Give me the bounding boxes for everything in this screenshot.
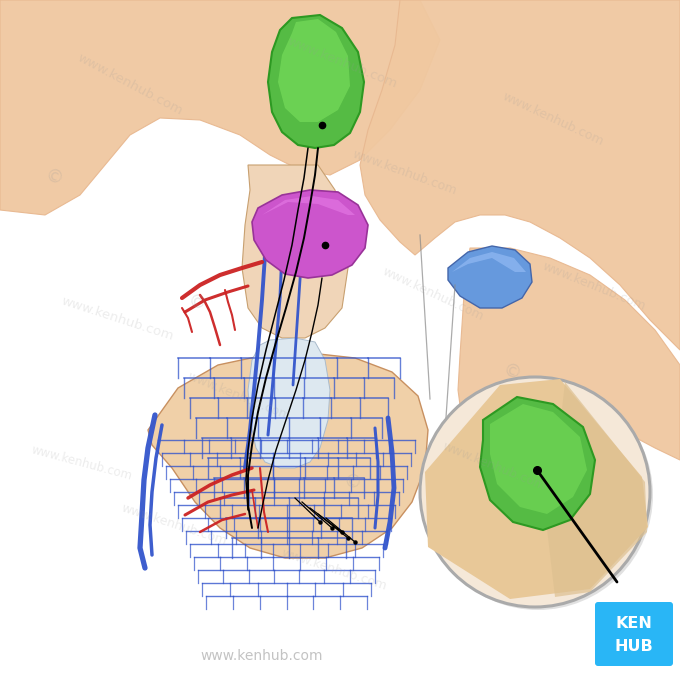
Polygon shape [278,19,350,122]
Text: ©: © [185,291,207,314]
Polygon shape [545,382,647,597]
Text: www.kenhub.com: www.kenhub.com [120,502,229,548]
FancyBboxPatch shape [595,602,673,666]
Text: ©: © [340,471,363,494]
Polygon shape [262,196,355,215]
Text: ©: © [500,361,523,384]
Text: www.kenhub.com: www.kenhub.com [30,443,134,483]
Polygon shape [252,190,368,278]
Polygon shape [425,379,648,599]
Text: www.kenhub.com: www.kenhub.com [280,547,389,593]
Polygon shape [360,0,680,350]
Text: www.kenhub.com: www.kenhub.com [380,265,486,323]
Text: ©: © [42,165,65,189]
Text: www.kenhub.com: www.kenhub.com [185,370,292,423]
Polygon shape [452,252,526,272]
Text: HUB: HUB [615,639,653,654]
Polygon shape [458,248,680,460]
Polygon shape [490,404,587,514]
Polygon shape [268,15,364,148]
Polygon shape [448,246,532,308]
Polygon shape [248,338,330,468]
Text: www.kenhub.com: www.kenhub.com [540,260,647,313]
Text: www.kenhub.com: www.kenhub.com [60,294,175,343]
Text: www.kenhub.com: www.kenhub.com [440,439,547,493]
Polygon shape [480,397,595,530]
Text: www.kenhub.com: www.kenhub.com [200,649,322,663]
Text: www.kenhub.com: www.kenhub.com [285,35,398,91]
Polygon shape [148,353,428,558]
Circle shape [423,380,653,610]
Text: KEN: KEN [615,616,652,631]
Text: www.kenhub.com: www.kenhub.com [350,148,458,198]
Polygon shape [242,165,348,338]
Polygon shape [0,0,440,215]
Text: www.kenhub.com: www.kenhub.com [500,90,605,148]
Text: www.kenhub.com: www.kenhub.com [75,52,185,118]
Circle shape [420,377,650,607]
